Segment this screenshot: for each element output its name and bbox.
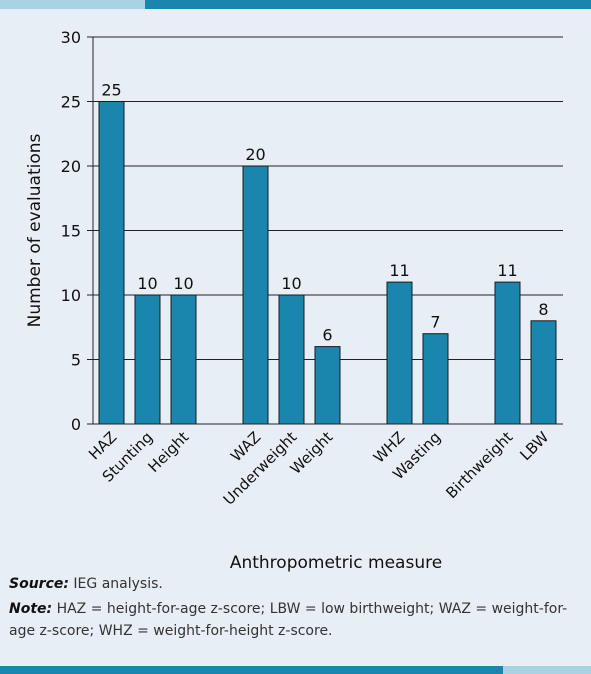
bar — [170, 294, 197, 425]
bar — [422, 333, 449, 425]
x-tick-label: LBW — [516, 428, 552, 464]
bar — [98, 101, 125, 425]
x-tick-label: Birthweight — [442, 428, 516, 502]
y-tick-label: 10 — [61, 286, 81, 305]
y-tick-label: 5 — [71, 351, 81, 370]
top-accent-bar-light — [0, 0, 145, 9]
bar — [494, 281, 521, 425]
bar-value-label: 8 — [538, 300, 548, 319]
bar — [386, 281, 413, 425]
bar-value-label: 7 — [430, 313, 440, 332]
bar — [314, 346, 341, 425]
bar-value-label: 25 — [101, 81, 121, 100]
y-tick-label: 30 — [61, 28, 81, 47]
source-line: Source: IEG analysis. — [9, 576, 163, 592]
y-tick-label: 15 — [61, 222, 81, 241]
y-tick-label: 25 — [61, 93, 81, 112]
top-accent-bar — [145, 0, 591, 9]
bar-chart: 05101520253025HAZ10Stunting10Height20WAZ… — [25, 28, 563, 509]
bottom-accent-bar — [0, 666, 503, 674]
y-axis-label: Number of evaluations — [25, 133, 45, 327]
y-tick-label: 0 — [71, 415, 81, 434]
source-label: Source: — [9, 576, 69, 592]
y-tick-label: 20 — [61, 157, 81, 176]
bar — [242, 165, 269, 425]
bar-value-label: 10 — [173, 274, 193, 293]
note-label: Note: — [9, 601, 53, 617]
bar-value-label: 6 — [322, 326, 332, 345]
bar-value-label: 11 — [497, 261, 517, 280]
bar-value-label: 10 — [137, 274, 157, 293]
bar — [278, 294, 305, 425]
source-text: IEG analysis. — [68, 576, 163, 592]
bar — [134, 294, 161, 425]
bottom-accent-bar-light — [503, 666, 591, 674]
bar-value-label: 20 — [245, 145, 265, 164]
x-tick-label: Height — [145, 428, 193, 476]
bar-value-label: 10 — [281, 274, 301, 293]
bar — [530, 320, 557, 425]
bar-value-label: 11 — [389, 261, 409, 280]
x-axis-label: Anthropometric measure — [229, 553, 443, 573]
note-text: HAZ = height-for-age z-score; LBW = low … — [9, 601, 568, 639]
note-line: Note: HAZ = height-for-age z-score; LBW … — [9, 598, 584, 642]
